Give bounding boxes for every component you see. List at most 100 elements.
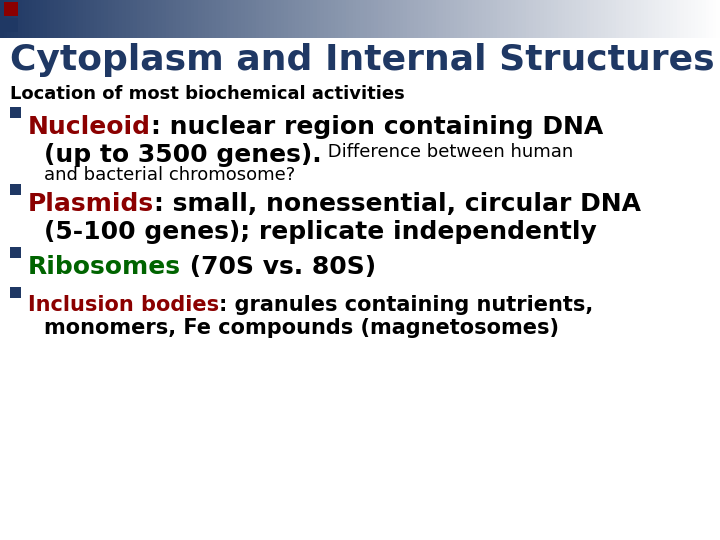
Bar [709,0,714,38]
Bar [583,0,588,38]
Bar [148,0,152,38]
Bar [324,0,328,38]
Bar [677,0,681,38]
Bar [94,0,98,38]
Bar [115,0,120,38]
Bar [126,0,130,38]
Bar [97,0,102,38]
Bar [659,0,663,38]
Bar [54,0,58,38]
Bar [439,0,444,38]
Bar [403,0,408,38]
Bar [256,0,260,38]
Bar [277,0,282,38]
Bar [209,0,213,38]
Bar [310,0,314,38]
Bar [569,0,573,38]
Bar [698,0,703,38]
Bar [270,0,274,38]
Bar [590,0,595,38]
Bar [378,0,382,38]
Bar [475,0,480,38]
Bar [198,0,202,38]
Bar [328,0,332,38]
Bar [184,0,188,38]
Text: Ribosomes: Ribosomes [28,255,181,279]
Bar [450,0,454,38]
Bar [11,0,15,38]
Bar [32,0,37,38]
Bar [436,0,440,38]
Bar [565,0,570,38]
Bar [472,0,476,38]
Bar [331,0,336,38]
Bar [695,0,699,38]
Bar [504,0,508,38]
Bar [547,0,552,38]
Bar [295,0,300,38]
Text: (up to 3500 genes).: (up to 3500 genes). [44,143,322,167]
Text: : small, nonessential, circular DNA: : small, nonessential, circular DNA [154,192,641,216]
Bar [457,0,462,38]
Bar [630,0,634,38]
Bar [306,0,310,38]
Bar [263,0,267,38]
Bar [302,0,307,38]
Bar [4,18,18,32]
Bar [335,0,339,38]
Bar [234,0,238,38]
Bar [461,0,465,38]
Bar [662,0,667,38]
Bar [342,0,346,38]
Bar [252,0,256,38]
Text: Cytoplasm and Internal Structures: Cytoplasm and Internal Structures [10,43,715,77]
Bar [40,0,44,38]
Bar [241,0,246,38]
Bar [10,247,21,258]
Bar [479,0,483,38]
Bar [176,0,181,38]
Bar [572,0,577,38]
Bar [68,0,73,38]
Text: and bacterial chromosome?: and bacterial chromosome? [44,166,295,184]
Bar [104,0,109,38]
Bar [425,0,429,38]
Bar [544,0,548,38]
Bar [518,0,523,38]
Bar [716,0,720,38]
Bar [464,0,469,38]
Bar [400,0,404,38]
Bar [169,0,174,38]
Bar [346,0,350,38]
Bar [83,0,87,38]
Bar [562,0,566,38]
Bar [486,0,490,38]
Bar [367,0,372,38]
Bar [666,0,670,38]
Text: Difference between human: Difference between human [322,143,573,161]
Bar [652,0,656,38]
Bar [626,0,631,38]
Bar [601,0,606,38]
Bar [580,0,584,38]
Bar [608,0,613,38]
Bar [371,0,375,38]
Bar [43,0,48,38]
Bar [641,0,645,38]
Bar [482,0,487,38]
Bar [428,0,433,38]
Bar [101,0,105,38]
Bar [385,0,390,38]
Bar [623,0,627,38]
Bar [187,0,192,38]
Bar [119,0,123,38]
Bar [162,0,166,38]
Bar [0,0,4,38]
Bar [616,0,620,38]
Bar [10,184,21,195]
Bar [4,0,8,38]
Bar [353,0,357,38]
Bar [533,0,537,38]
Bar [497,0,501,38]
Bar [112,0,116,38]
